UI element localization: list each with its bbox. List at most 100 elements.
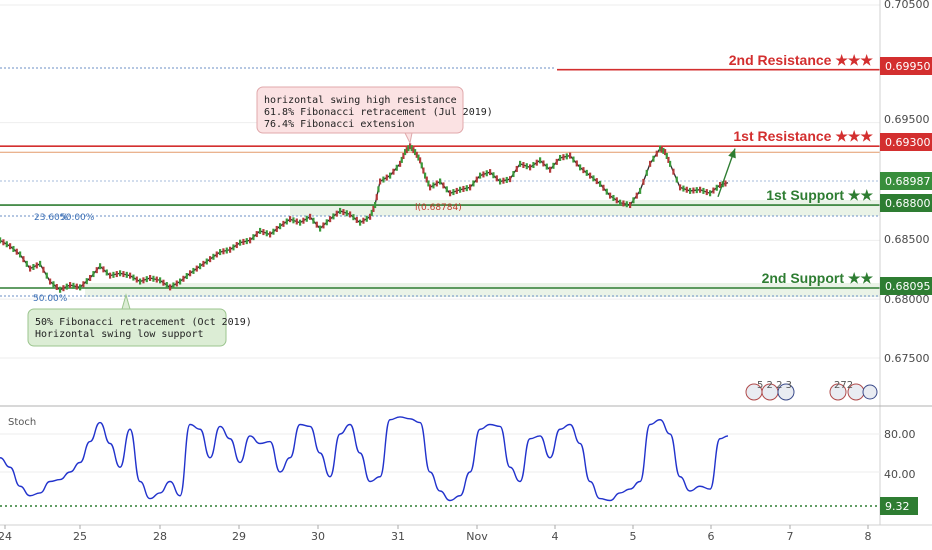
event-badge-label-1: 5 2 2 3 — [757, 380, 792, 391]
badge-s2 — [880, 277, 932, 295]
level-label-s2: 2nd Support ★★ — [762, 270, 874, 286]
badge-r2-text: 0.69950 — [885, 60, 931, 73]
candle — [539, 157, 542, 164]
candle — [219, 249, 222, 256]
candle — [315, 221, 318, 228]
stoch-tick-40: 40.00 — [884, 468, 916, 481]
candle — [502, 177, 505, 184]
candle — [79, 284, 82, 291]
candle — [62, 285, 65, 292]
flag-au-icon[interactable] — [862, 384, 878, 400]
candle — [45, 272, 48, 279]
candle — [145, 276, 148, 283]
candle — [325, 219, 328, 226]
candle — [712, 187, 715, 194]
candle — [265, 230, 268, 237]
candle — [382, 176, 385, 183]
fib-23-label: 23.60% — [34, 213, 69, 223]
candle — [424, 172, 427, 179]
candle — [245, 238, 248, 245]
price-tick-0-67500: 0.67500 — [884, 352, 930, 365]
candle — [719, 182, 722, 189]
candle — [345, 210, 348, 217]
candle — [552, 162, 555, 169]
candle — [374, 202, 377, 209]
candle — [249, 237, 252, 244]
resistance-note-line-2: 61.8% Fibonacci retracement (Jul 2019) — [264, 107, 493, 118]
price-tick-0-70500: 0.70500 — [884, 0, 930, 11]
candle — [452, 189, 455, 196]
candle — [592, 175, 595, 182]
candle — [695, 187, 698, 194]
time-tick-label: 25 — [73, 530, 87, 543]
price-grid — [0, 4, 880, 359]
candle — [489, 169, 492, 176]
candle — [132, 274, 135, 281]
time-tick-label: 29 — [232, 530, 246, 543]
candle — [59, 286, 62, 293]
candle — [202, 260, 205, 267]
candle — [612, 194, 615, 201]
candle — [65, 283, 68, 290]
candle — [179, 278, 182, 285]
candle — [232, 244, 235, 251]
candle — [255, 231, 258, 238]
price-axis-area — [880, 0, 932, 550]
candle — [272, 228, 275, 235]
candle — [239, 239, 242, 246]
candle — [2, 239, 5, 246]
candle — [522, 162, 525, 169]
resistance-note-line-3: 76.4% Fibonacci extension — [264, 119, 415, 130]
candle — [209, 256, 212, 263]
stoch-name: Stoch — [8, 417, 36, 428]
candle — [692, 187, 695, 194]
candle — [569, 152, 572, 159]
candle — [162, 279, 165, 286]
candle — [149, 274, 152, 281]
badge-s1-text: 0.68800 — [885, 197, 931, 210]
candle — [509, 176, 512, 183]
candle — [335, 210, 338, 217]
candle — [602, 184, 605, 191]
event-badges-group-2[interactable]: 272 — [829, 380, 878, 401]
candle — [639, 187, 642, 194]
candle — [519, 160, 522, 167]
candle — [192, 267, 195, 274]
candle — [359, 219, 362, 226]
time-tick-label: 6 — [708, 530, 715, 543]
candle — [82, 281, 85, 288]
candle — [675, 176, 678, 183]
candle — [262, 229, 265, 236]
stoch-current-badge — [880, 497, 918, 515]
candle — [369, 213, 372, 220]
flag-au-icon[interactable] — [777, 383, 795, 401]
candle — [632, 197, 635, 204]
time-tick-label: 7 — [787, 530, 794, 543]
candle — [282, 220, 285, 227]
candle — [222, 248, 225, 255]
candle — [199, 263, 202, 270]
candle — [495, 175, 498, 182]
candle — [189, 270, 192, 277]
candle — [649, 160, 652, 167]
candle — [715, 184, 718, 191]
candle — [302, 217, 305, 224]
candle — [105, 269, 108, 276]
candle — [122, 271, 125, 278]
candle — [119, 270, 122, 277]
candle — [229, 246, 232, 253]
candle — [185, 273, 188, 280]
event-badges-group-1[interactable]: 5 2 2 3 — [745, 380, 795, 401]
candle — [355, 216, 358, 223]
candle — [379, 178, 382, 185]
candle — [339, 207, 342, 214]
flag-us-icon[interactable] — [829, 383, 847, 401]
candle — [259, 227, 262, 234]
candle — [682, 185, 685, 192]
candle — [292, 217, 295, 224]
candle — [529, 164, 532, 171]
candle — [49, 278, 52, 285]
candle — [635, 192, 638, 199]
candle — [32, 264, 35, 271]
candle — [427, 180, 430, 187]
